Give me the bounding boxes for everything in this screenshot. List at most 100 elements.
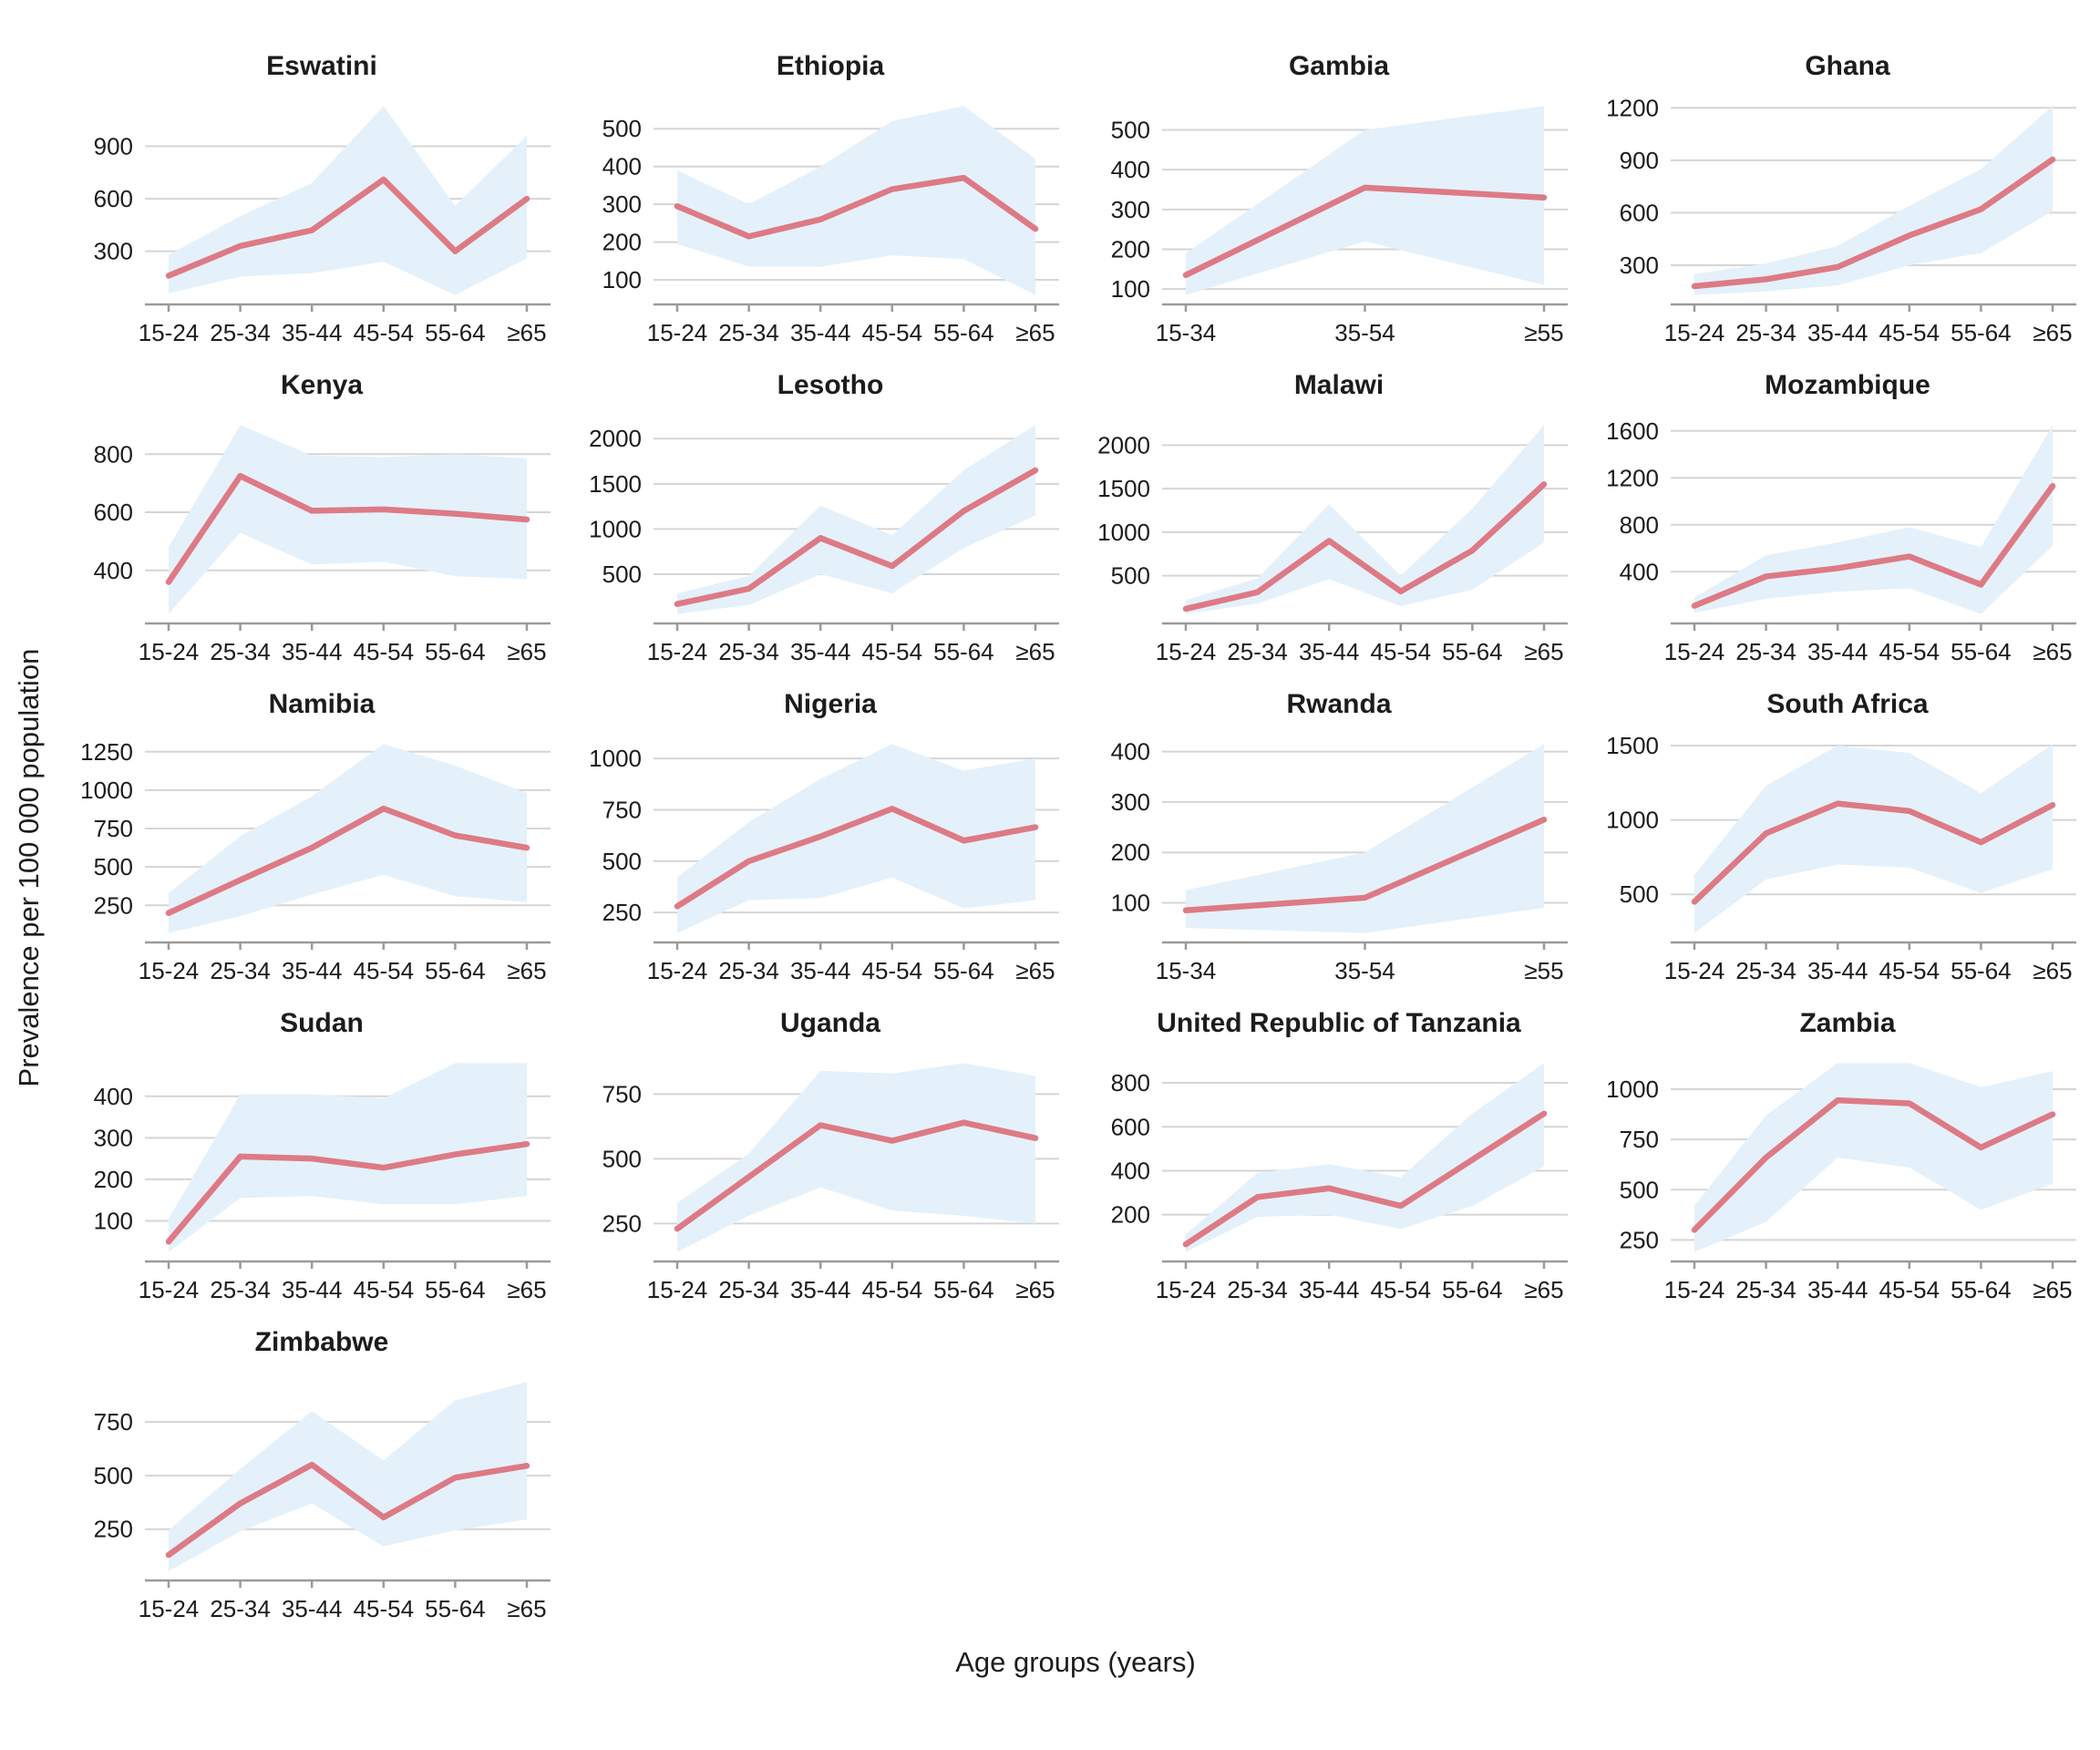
panel-title: Eswatini: [266, 51, 377, 82]
panel-plot: 250 500 750 1000 15-24 25-34 35-44 45-54 55-64 ≥6…: [1606, 1063, 2076, 1303]
x-axis: [145, 303, 551, 312]
svg-text:55-64: 55-64: [1442, 1276, 1503, 1303]
x-axis: [654, 1260, 1059, 1269]
x-tick-labels: 15-24 25-34 35-44 45-54 55-64 ≥65: [1664, 957, 2073, 984]
panel-title: Sudan: [280, 1008, 364, 1039]
svg-text:45-54: 45-54: [862, 1276, 923, 1303]
y-tick-labels: 300 600 900: [94, 133, 133, 265]
panel-title: Kenya: [280, 370, 364, 401]
chart-panel-south-africa: South Africa 500 1000 1500 15-24 25-34 35-44 45…: [1584, 673, 2093, 992]
svg-text:250: 250: [1620, 1226, 1659, 1253]
svg-text:15-24: 15-24: [1156, 1276, 1217, 1303]
svg-text:≥65: ≥65: [1015, 319, 1055, 346]
x-axis: [1671, 303, 2076, 312]
panel-plot: 250 500 750 1000 1250 15-24 25-34 35-44 45-54 55-…: [80, 738, 551, 984]
panel-header: Kenya: [58, 354, 567, 403]
svg-text:35-44: 35-44: [1807, 957, 1868, 984]
svg-text:300: 300: [94, 1124, 133, 1151]
chart-panel-gambia: Gambia 100 200 300 400 500 15-34 35-54 ≥55: [1076, 35, 1584, 354]
svg-text:35-44: 35-44: [790, 957, 851, 984]
svg-text:≥65: ≥65: [507, 957, 546, 984]
panel-header: Nigeria: [567, 673, 1076, 722]
chart-panel-malawi: Malawi 500 1000 1500 2000 15-24 25-34 35-44 45-5…: [1076, 354, 1584, 673]
prevalence-line: [165, 1140, 530, 1245]
svg-text:400: 400: [602, 153, 642, 180]
panel-plot: 400 800 1200 1600 15-24 25-34 35-44 45-54 55-64 ≥…: [1606, 417, 2076, 665]
panel-title: Zimbabwe: [254, 1327, 389, 1358]
y-tick-labels: 100 200 300 400 500: [1111, 117, 1150, 304]
svg-text:300: 300: [602, 190, 642, 218]
prevalence-line: [1691, 483, 2056, 609]
svg-text:25-34: 25-34: [210, 1595, 271, 1622]
svg-text:≥65: ≥65: [507, 638, 546, 665]
y-axis-label: Prevalence per 100 000 population: [13, 648, 45, 1087]
panel-header: Lesotho: [567, 354, 1076, 403]
prevalence-line: [674, 1119, 1039, 1232]
svg-text:300: 300: [1111, 788, 1150, 816]
svg-text:200: 200: [1111, 839, 1150, 866]
svg-text:45-54: 45-54: [862, 319, 923, 346]
chart-panel-eswatini: Eswatini 300 600 900 15-24 25-34 35-44 45-54 55-…: [58, 35, 567, 354]
svg-text:600: 600: [94, 499, 133, 526]
svg-text:25-34: 25-34: [718, 638, 779, 665]
svg-text:1000: 1000: [1606, 1076, 1659, 1103]
confidence-band: [169, 1382, 527, 1571]
svg-text:45-54: 45-54: [1879, 319, 1940, 346]
confidence-band: [169, 1063, 527, 1252]
svg-text:45-54: 45-54: [862, 957, 923, 984]
confidence-band: [1186, 106, 1544, 295]
svg-text:15-24: 15-24: [1156, 638, 1217, 665]
confidence-band: [1186, 1063, 1544, 1252]
panel-header: Zimbabwe: [58, 1311, 567, 1360]
confidence-band: [1186, 425, 1544, 614]
svg-text:35-44: 35-44: [1299, 638, 1360, 665]
panel-title: Lesotho: [777, 370, 884, 401]
svg-text:55-64: 55-64: [933, 319, 994, 346]
confidence-band: [1694, 425, 2053, 614]
svg-text:500: 500: [602, 115, 642, 142]
prevalence-line: [165, 1461, 530, 1559]
panel-plot: 400 600 800 15-24 25-34 35-44 45-54 55-64 ≥65: [94, 425, 551, 665]
confidence-band: [677, 425, 1035, 614]
prevalence-line: [674, 467, 1039, 607]
svg-text:1500: 1500: [1097, 475, 1150, 502]
svg-text:500: 500: [94, 853, 133, 880]
chart-panel-zambia: Zambia 250 500 750 1000 15-24 25-34 35-44 45-54 5…: [1584, 992, 2093, 1311]
svg-text:300: 300: [1620, 252, 1659, 279]
confidence-band: [1694, 106, 2053, 295]
svg-text:15-24: 15-24: [1664, 319, 1725, 346]
y-tick-labels: 400 600 800: [94, 440, 133, 584]
svg-text:35-44: 35-44: [282, 638, 343, 665]
prevalence-line: [1691, 1096, 2056, 1233]
svg-text:250: 250: [602, 899, 642, 926]
svg-text:≥55: ≥55: [1524, 957, 1563, 984]
svg-text:45-54: 45-54: [1371, 1276, 1432, 1303]
panel-title: Malawi: [1293, 370, 1385, 401]
panel-title: United Republic of Tanzania: [1157, 1008, 1521, 1039]
svg-text:≥65: ≥65: [507, 1595, 546, 1622]
x-axis: [145, 622, 551, 631]
svg-text:55-64: 55-64: [1442, 638, 1503, 665]
chart-panel-namibia: Namibia 250 500 750 1000 1250 15-24 25-34 35-44 4…: [58, 673, 567, 992]
y-tick-labels: 500 1000 1500 2000: [589, 425, 642, 588]
x-axis: [654, 622, 1059, 631]
svg-text:15-24: 15-24: [647, 638, 708, 665]
x-axis: [1671, 1260, 2076, 1269]
svg-text:15-24: 15-24: [139, 957, 200, 984]
panel-plot: 500 1000 1500 2000 15-24 25-34 35-44 45-54 55-64…: [589, 425, 1059, 665]
svg-text:800: 800: [1620, 511, 1659, 539]
svg-text:900: 900: [1620, 147, 1659, 174]
confidence-band: [1186, 744, 1544, 933]
panel-title: Uganda: [779, 1008, 880, 1039]
svg-text:45-54: 45-54: [1879, 957, 1940, 984]
svg-text:1000: 1000: [589, 515, 642, 542]
panel-header: Rwanda: [1076, 673, 1584, 722]
svg-text:500: 500: [94, 1462, 133, 1489]
panel-plot: 250 500 750 1000 15-24 25-34 35-44 45-54 55-64 ≥6…: [589, 744, 1059, 984]
prevalence-line: [674, 174, 1039, 240]
svg-text:55-64: 55-64: [1951, 319, 2012, 346]
svg-text:500: 500: [1620, 880, 1659, 908]
panel-header: United Republic of Tanzania: [1076, 992, 1584, 1041]
y-tick-labels: 500 1000 1500: [1606, 732, 1659, 908]
panel-header: Zambia: [1584, 992, 2093, 1041]
